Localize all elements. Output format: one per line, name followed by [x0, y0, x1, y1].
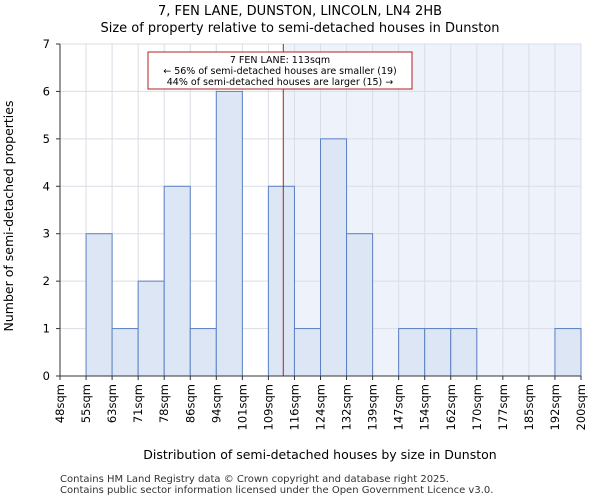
x-tick-label: 109sqm [261, 384, 275, 430]
histogram-bar [85, 233, 113, 377]
x-tick-label: 71sqm [131, 384, 145, 423]
x-tick-label: 63sqm [105, 384, 119, 423]
x-tick-label: 139sqm [366, 384, 380, 430]
annotation-line-2: ← 56% of semi-detached houses are smalle… [163, 66, 397, 77]
histogram-bar [450, 328, 478, 377]
x-axis-label: Distribution of semi-detached houses by … [143, 447, 496, 462]
histogram-bar [320, 138, 348, 377]
annotation-line-1: 7 FEN LANE: 113sqm [230, 55, 330, 66]
y-axis-label: Number of semi-detached properties [1, 101, 16, 332]
x-tick-label: 55sqm [79, 384, 93, 423]
histogram-bar [163, 185, 191, 377]
x-tick-label: 78sqm [157, 384, 171, 423]
y-tick-label: 6 [43, 84, 50, 98]
annotation-box [147, 51, 413, 90]
x-tick-label: 162sqm [444, 384, 458, 430]
x-tick-label: 101sqm [235, 384, 249, 430]
footer-licence: Contains public sector information licen… [60, 485, 494, 496]
histogram-bar [398, 328, 426, 377]
histogram-bar [111, 328, 139, 377]
x-tick-label: 132sqm [340, 384, 354, 430]
y-tick-label: 7 [43, 37, 50, 51]
histogram-bar [215, 90, 243, 377]
y-tick-label: 0 [43, 369, 50, 383]
y-tick-label: 2 [43, 274, 50, 288]
x-tick-label: 124sqm [314, 384, 328, 430]
x-tick-label: 94sqm [209, 384, 223, 423]
histogram-bar [346, 233, 374, 377]
x-tick-label: 147sqm [392, 384, 406, 430]
histogram-bar [189, 328, 217, 377]
y-tick-label: 4 [43, 179, 50, 193]
y-tick-label: 5 [43, 132, 50, 146]
x-tick-label: 185sqm [522, 384, 536, 430]
x-tick-label: 200sqm [574, 384, 588, 430]
annotation-line-3: 44% of semi-detached houses are larger (… [167, 77, 394, 88]
histogram-bar [554, 328, 582, 377]
x-tick-label: 116sqm [287, 384, 301, 430]
histogram-bar [293, 328, 322, 377]
x-tick-label: 177sqm [496, 384, 510, 430]
x-tick-label: 154sqm [418, 384, 432, 430]
y-tick-label: 3 [43, 227, 50, 241]
footer-copyright: Contains HM Land Registry data © Crown c… [60, 474, 449, 485]
histogram-bar [424, 328, 452, 377]
chart-title: 7, FEN LANE, DUNSTON, LINCOLN, LN4 2HB [158, 4, 442, 19]
y-tick-label: 1 [43, 322, 50, 336]
histogram-bar [137, 280, 165, 377]
x-tick-label: 170sqm [470, 384, 484, 430]
chart-subtitle: Size of property relative to semi-detach… [100, 21, 499, 36]
x-tick-label: 192sqm [548, 384, 562, 430]
histogram-bar [267, 185, 295, 377]
x-tick-label: 48sqm [53, 384, 67, 423]
x-tick-label: 86sqm [183, 384, 197, 423]
